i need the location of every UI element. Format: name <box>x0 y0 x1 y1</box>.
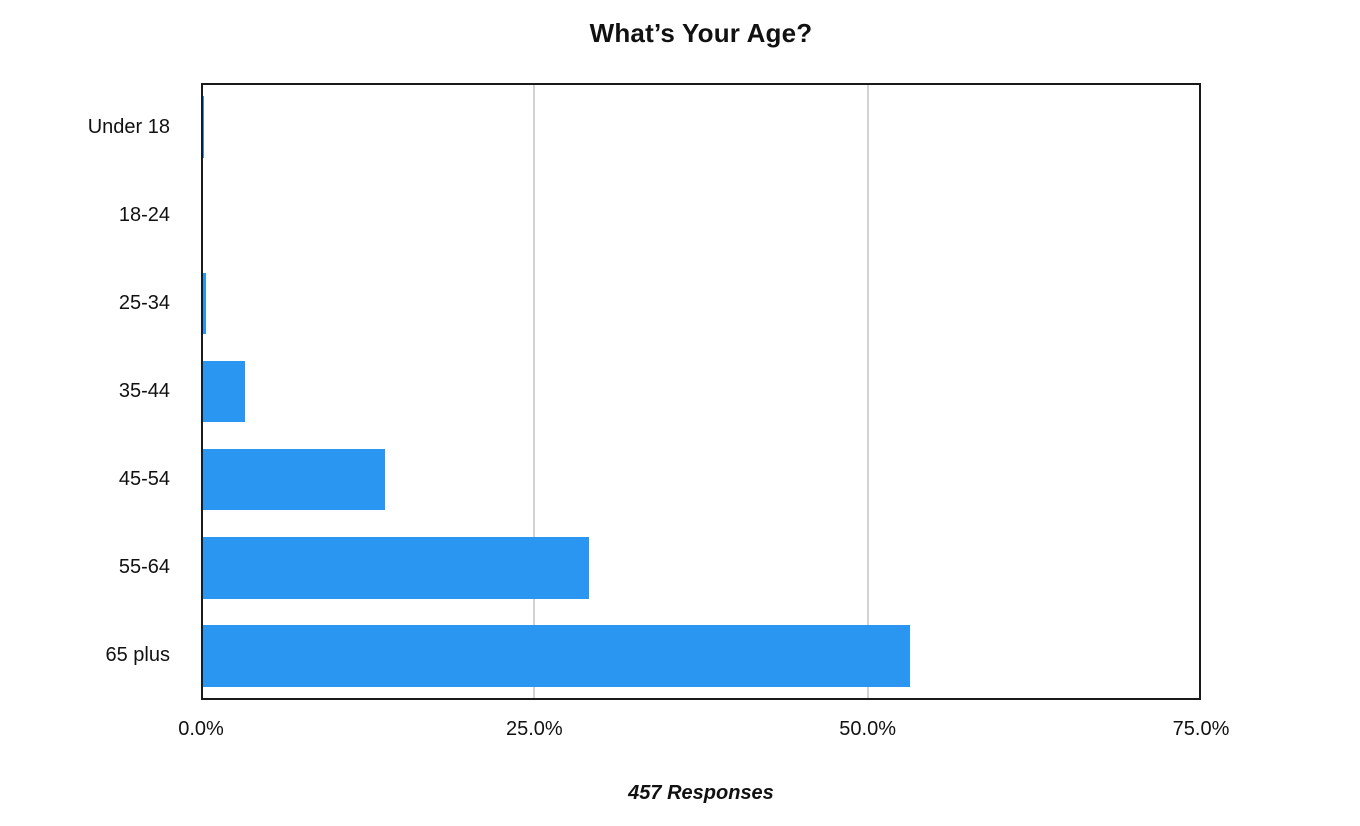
bar-under-18 <box>201 96 204 158</box>
tick-label: 75.0% <box>1172 718 1230 740</box>
category-axis-labels: Under 18 18-24 25-34 35-44 45-54 55-64 65 plus <box>0 83 170 700</box>
tick-label: 25.0% <box>505 718 563 740</box>
chart-title: What’s Your Age? <box>589 18 813 48</box>
bar-row <box>201 171 1201 259</box>
bar-35-44 <box>201 360 245 423</box>
category-label: 55-64 <box>118 556 170 579</box>
chart-caption: 457 Responses <box>628 782 774 804</box>
category-label: 65 plus <box>105 644 171 667</box>
percent-axis-ticks: 0.0% 25.0% 50.0% 75.0% <box>178 714 1229 744</box>
category-label: 35-44 <box>118 379 170 402</box>
category-label: 18-24 <box>118 203 170 226</box>
bar-row <box>201 259 1201 347</box>
tick-label: 0.0% <box>178 718 224 740</box>
bar-row <box>201 347 1201 435</box>
category-label: 25-34 <box>118 291 170 314</box>
bar-55-64 <box>201 536 589 599</box>
bar-25-34 <box>201 272 207 335</box>
gridline <box>866 83 869 700</box>
bar-row <box>201 83 1201 171</box>
plot-area <box>201 83 1201 700</box>
bar-row <box>201 612 1201 700</box>
category-label: Under 18 <box>87 115 170 138</box>
tick-label: 50.0% <box>839 718 897 740</box>
gridline <box>533 83 536 700</box>
bar-45-54 <box>201 448 385 511</box>
category-label: 45-54 <box>118 468 170 491</box>
bar-65-plus <box>201 625 911 687</box>
bar-row <box>201 436 1201 524</box>
bar-row <box>201 524 1201 612</box>
